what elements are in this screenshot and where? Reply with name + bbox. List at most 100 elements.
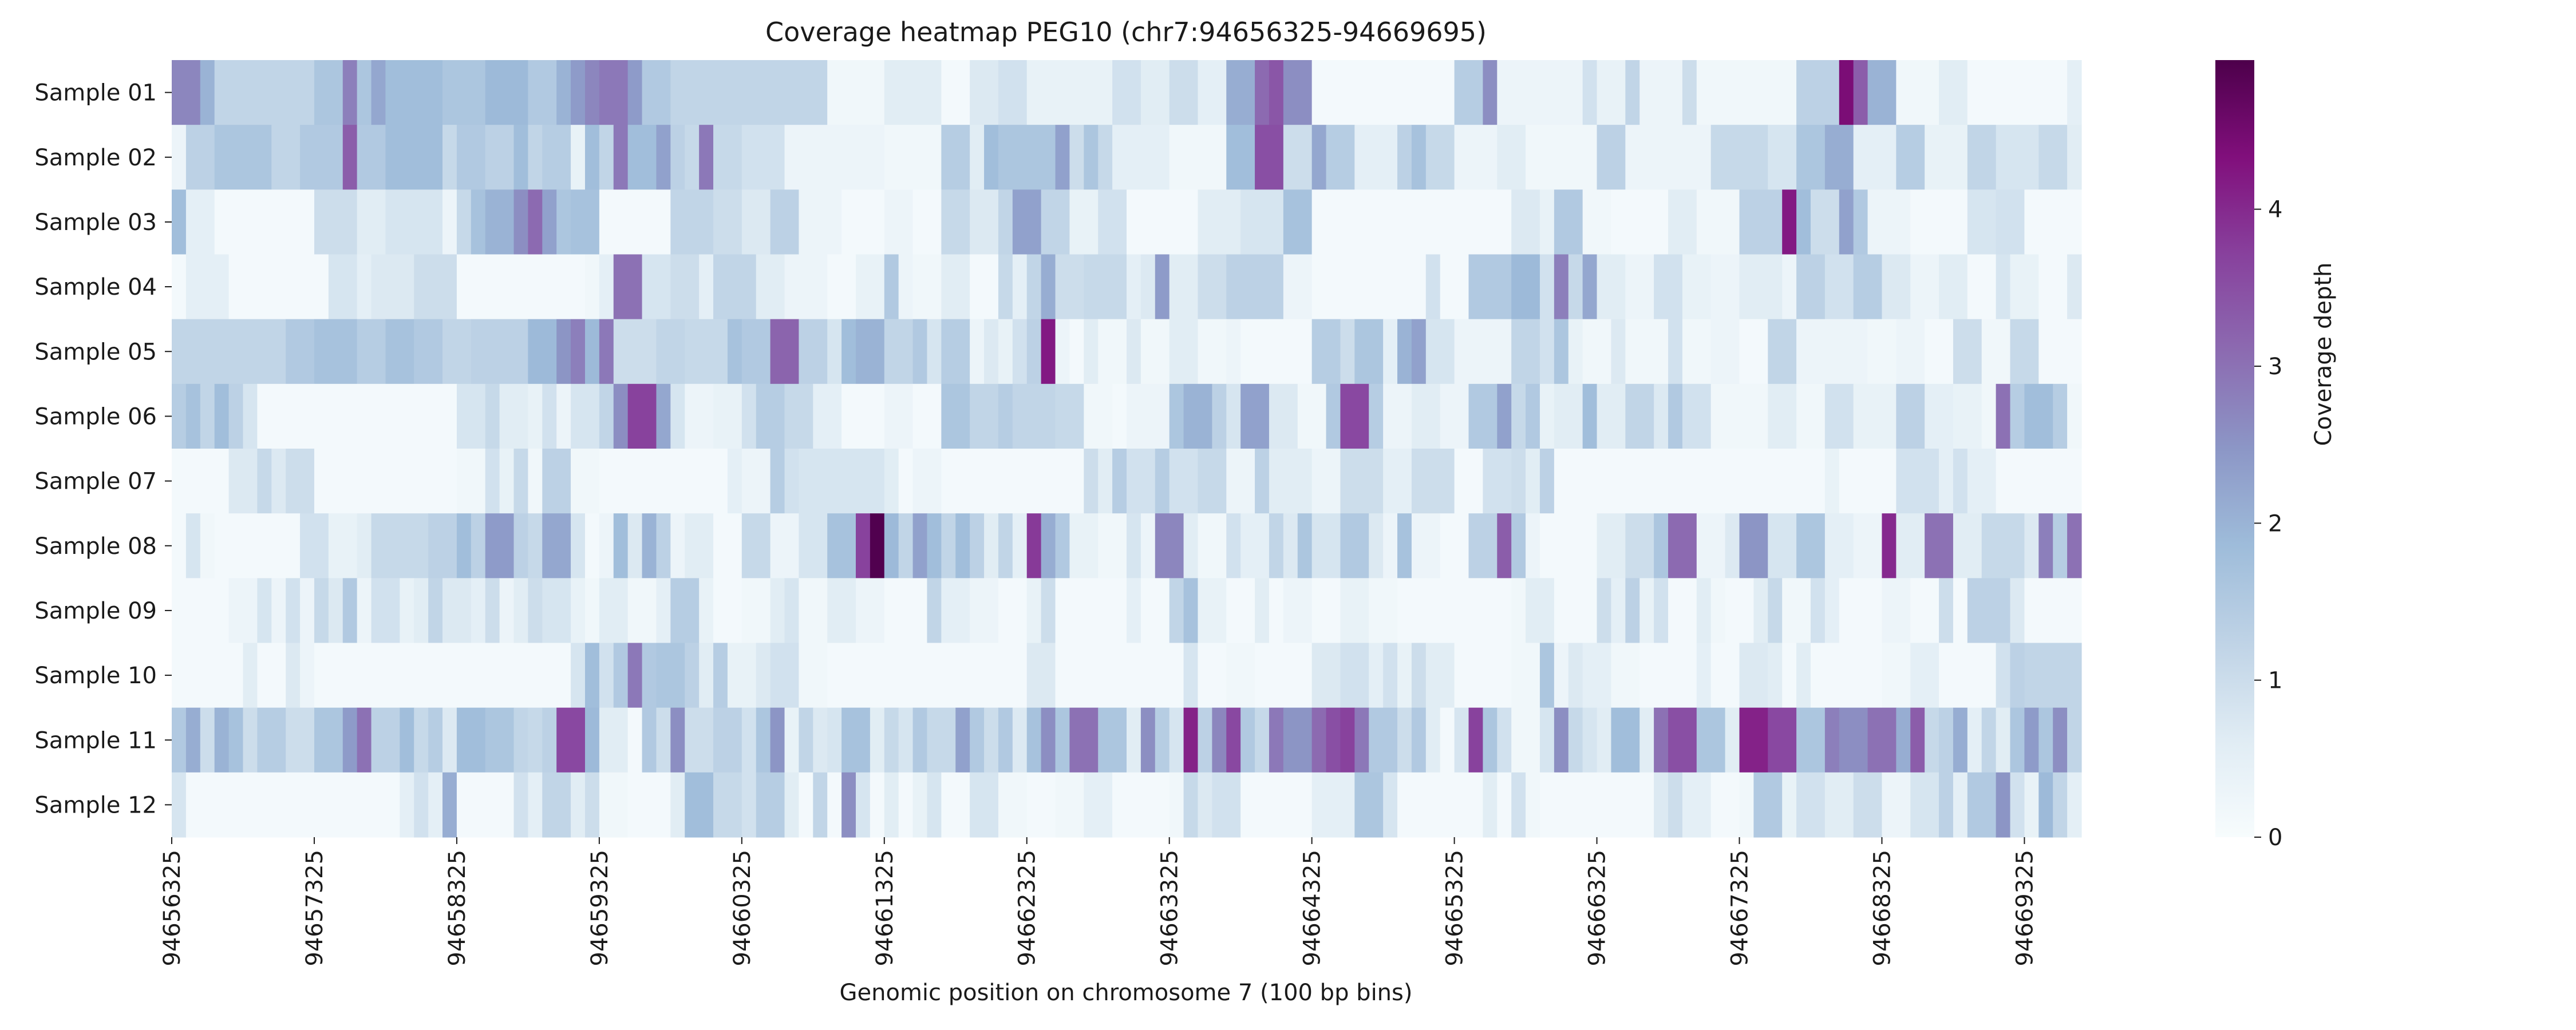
heatmap-cell (656, 125, 671, 190)
heatmap-cell (1825, 384, 1854, 449)
heatmap-cell (884, 772, 899, 838)
heatmap-cell (1639, 60, 1682, 125)
heatmap-cell (628, 772, 671, 838)
heatmap-cell (984, 513, 999, 579)
heatmap-cell (485, 578, 500, 643)
heatmap-cell (713, 189, 742, 255)
heatmap-cell (2010, 384, 2025, 449)
heatmap-cell (1982, 708, 1997, 773)
heatmap-cell (485, 449, 500, 514)
heatmap-cell (1170, 60, 1198, 125)
heatmap-cell (856, 255, 884, 320)
heatmap-cell (1711, 578, 1726, 643)
heatmap-cell (1269, 319, 1312, 385)
heatmap-cell (1796, 772, 1825, 838)
heatmap-cell (1497, 60, 1583, 125)
x-axis-label: Genomic position on chromosome 7 (100 bp… (840, 980, 1413, 1006)
heatmap-cell (699, 643, 714, 708)
heatmap-cell (1397, 513, 1412, 579)
heatmap-cell (1768, 513, 1796, 579)
heatmap-cell (884, 60, 942, 125)
heatmap-cell (1996, 643, 2011, 708)
heatmap-cell (970, 449, 998, 514)
heatmap-cell (1540, 255, 1555, 320)
heatmap-cell (571, 60, 586, 125)
heatmap-cell (528, 772, 543, 838)
heatmap-cell (941, 772, 970, 838)
heatmap-cell (998, 578, 1027, 643)
heatmap-cell (1226, 319, 1241, 385)
heatmap-cell (2024, 189, 2081, 255)
heatmap-cell (1312, 60, 1455, 125)
heatmap-cell (528, 513, 543, 579)
heatmap-cell (2010, 255, 2039, 320)
heatmap-cell (1312, 319, 1341, 385)
heatmap-cell (1625, 513, 1654, 579)
heatmap-cell (1996, 384, 2011, 449)
heatmap-cell (1668, 513, 1697, 579)
heatmap-cell (1511, 643, 1540, 708)
heatmap-cell (1240, 319, 1269, 385)
heatmap-cell (913, 772, 928, 838)
heatmap-cell (1412, 449, 1455, 514)
heatmap-cell (2067, 513, 2082, 579)
heatmap-cell (785, 708, 800, 773)
heatmap-cell (1069, 189, 1098, 255)
heatmap-cell (799, 643, 827, 708)
heatmap-cell (728, 319, 742, 385)
heatmap-cell (685, 643, 700, 708)
heatmap-cell (2053, 384, 2068, 449)
heatmap-cell (1041, 578, 1056, 643)
heatmap-cell (1412, 708, 1427, 773)
heatmap-cell (1982, 384, 1997, 449)
y-tick-label: Sample 04 (34, 274, 157, 300)
heatmap-cell (1027, 60, 1113, 125)
heatmap-cell (542, 125, 571, 190)
colorbar (2215, 60, 2254, 837)
heatmap-cell (1397, 772, 1426, 838)
heatmap-cell (1597, 513, 1626, 579)
heatmap-cell (271, 449, 286, 514)
heatmap-cell (542, 513, 571, 579)
heatmap-cell (599, 449, 671, 514)
heatmap-cell (1811, 643, 1839, 708)
heatmap-cell (571, 513, 586, 579)
heatmap-cell (913, 513, 928, 579)
heatmap-cell (585, 513, 600, 579)
heatmap-cell (357, 578, 372, 643)
heatmap-cell (927, 578, 942, 643)
heatmap-cell (513, 255, 556, 320)
heatmap-cell (257, 708, 286, 773)
heatmap-cell (1226, 255, 1283, 320)
heatmap-cell (2067, 772, 2082, 838)
heatmap-cell (172, 772, 187, 838)
heatmap-cell (1283, 255, 1312, 320)
heatmap-cell (1796, 643, 1811, 708)
heatmap-cell (1141, 513, 1156, 579)
heatmap-cell (1753, 578, 1768, 643)
heatmap-cell (1625, 125, 1711, 190)
heatmap-cell (998, 384, 1013, 449)
heatmap-cell (1697, 60, 1797, 125)
heatmap-cell (400, 772, 414, 838)
heatmap-cell (1568, 513, 1597, 579)
heatmap-cell (1155, 513, 1184, 579)
heatmap-cell (2038, 125, 2067, 190)
heatmap-cell (670, 189, 713, 255)
heatmap-cell (1283, 708, 1312, 773)
heatmap-cell (1170, 708, 1184, 773)
heatmap-cell (1540, 708, 1555, 773)
heatmap-cell (571, 125, 586, 190)
heatmap-cell (1312, 772, 1355, 838)
heatmap-cell (841, 384, 884, 449)
heatmap-cell (1312, 578, 1341, 643)
heatmap-cell (243, 643, 258, 708)
heatmap-cell (1740, 319, 1768, 385)
heatmap-cell (713, 125, 742, 190)
heatmap-cell (1426, 319, 1455, 385)
heatmap-cell (785, 384, 813, 449)
heatmap-cell (941, 384, 970, 449)
heatmap-cell (314, 384, 429, 449)
heatmap-cell (2053, 513, 2068, 579)
heatmap-cell (628, 578, 657, 643)
